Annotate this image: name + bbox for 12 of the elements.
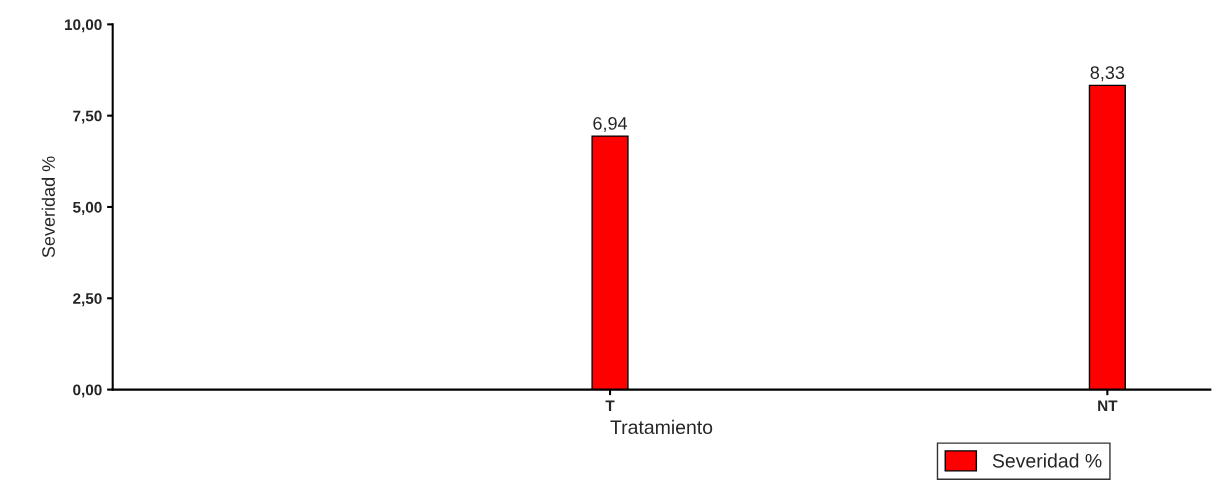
legend-label: Severidad % xyxy=(992,453,1102,468)
x-tick-label: NT xyxy=(1098,400,1118,412)
x-axis-title: Tratamiento xyxy=(610,419,713,435)
y-tick-label: 5,00 xyxy=(73,201,102,215)
x-tick-label: T xyxy=(605,400,615,412)
y-tick-label: 0,00 xyxy=(73,384,102,398)
y-tick-label: 10,00 xyxy=(65,19,102,33)
data-label: 6,94 xyxy=(593,116,628,132)
y-tick-label: 7,50 xyxy=(73,110,102,124)
y-tick-label: 2,50 xyxy=(73,293,102,307)
y-axis-title: Severidad % xyxy=(41,156,55,258)
data-label: 8,33 xyxy=(1090,66,1125,82)
